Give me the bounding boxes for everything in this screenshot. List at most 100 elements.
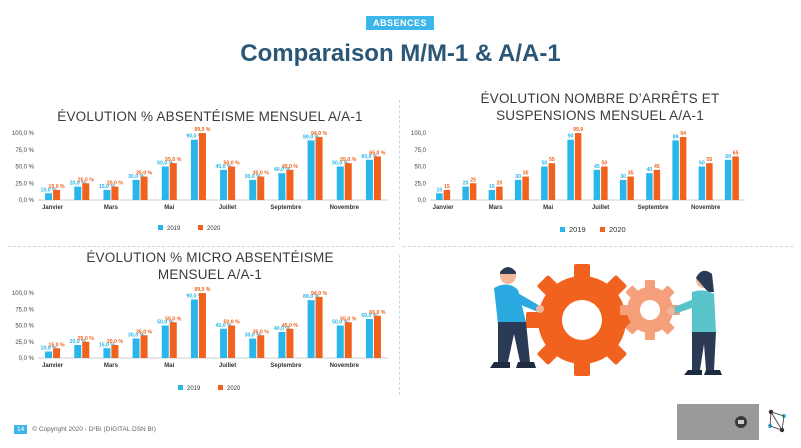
data-label: 99,9 %	[194, 287, 211, 293]
bar-2020-2	[469, 183, 477, 200]
bar-2020-9	[653, 169, 661, 200]
bar-2019-4	[132, 338, 140, 358]
bar-2019-11	[336, 166, 344, 200]
data-label: 15	[489, 184, 495, 190]
bar-2020-11	[344, 322, 352, 358]
video-thumbnail[interactable]	[677, 404, 759, 440]
bar-2020-5	[169, 163, 177, 200]
y-tick-label: 0,0	[418, 198, 427, 204]
y-tick-label: 100,0 %	[12, 291, 35, 297]
data-label: 90	[568, 134, 574, 140]
bar-2019-11	[698, 166, 706, 200]
divider-horizontal	[403, 246, 793, 247]
bar-2019-2	[74, 186, 82, 200]
page-title: Comparaison M/M-1 & A/A-1	[240, 40, 561, 67]
y-tick-label: 50,0	[414, 165, 426, 171]
legend-label: 2020	[207, 226, 221, 232]
data-label: 89,0 %	[303, 134, 320, 140]
footer: 14 © Copyright 2020 - D²BI (DIGITAL DSN …	[14, 425, 156, 434]
data-label: 35,0 %	[253, 171, 270, 177]
bar-2019-9	[278, 173, 286, 200]
data-label: 99,9 %	[194, 127, 211, 133]
y-tick-label: 100,0	[411, 131, 427, 137]
data-label: 90,0 %	[186, 294, 203, 300]
data-label: 45,0 %	[216, 164, 233, 170]
legend-swatch	[198, 225, 203, 230]
bar-2020-8	[627, 176, 634, 200]
data-label: 20,0 %	[107, 339, 124, 345]
bar-2019-2	[74, 345, 82, 358]
bar-2020-5	[548, 163, 556, 200]
bar-2020-4	[140, 176, 148, 200]
bar-2019-8	[249, 179, 257, 200]
x-tick-label: Janvier	[433, 205, 455, 211]
bar-chart-micro-absenteeism: 0,0 %25,0 %50,0 %75,0 %100,0 %10,0 %15,0…	[12, 287, 388, 392]
bar-2019-10	[307, 300, 315, 358]
y-tick-label: 0,0 %	[19, 198, 35, 204]
data-label: 94,0 %	[311, 291, 328, 297]
data-label: 45	[594, 164, 600, 170]
bar-2020-2	[82, 341, 90, 358]
y-tick-label: 50,0 %	[15, 324, 34, 330]
bar-2020-10	[679, 137, 687, 200]
bar-2020-4	[522, 176, 529, 200]
data-label: 45	[654, 164, 660, 170]
x-tick-label: Septembre	[638, 205, 670, 211]
bar-2019-5	[161, 166, 169, 200]
chart-title-line: SUSPENSIONS MENSUEL A/A-1	[496, 108, 704, 123]
legend-label: 2020	[227, 386, 241, 392]
data-label: 30,0 %	[245, 333, 262, 339]
x-tick-label: Novembre	[691, 205, 721, 211]
divider-vertical	[399, 255, 400, 395]
bar-2020-6	[574, 133, 582, 200]
bar-2019-12	[365, 159, 373, 200]
chart-title-absenteeism: ÉVOLUTION % ABSENTÉISME MENSUEL A/A-1	[20, 108, 400, 125]
data-label: 94,0 %	[311, 131, 328, 137]
data-label: 50,0 %	[157, 320, 174, 326]
data-label: 60,0 %	[361, 313, 378, 319]
data-label: 60,0 %	[361, 154, 378, 160]
x-tick-label: Mars	[489, 205, 504, 211]
data-label: 55,0 %	[340, 157, 357, 163]
bar-2020-6	[198, 133, 206, 200]
data-label: 15,0 %	[99, 184, 116, 190]
bar-2019-9	[646, 173, 653, 200]
data-label: 15,0 %	[49, 184, 66, 190]
x-tick-label: Septembre	[270, 205, 302, 211]
y-tick-label: 50,0 %	[15, 165, 34, 171]
play-icon[interactable]	[735, 416, 747, 428]
bar-2019-7	[593, 169, 601, 200]
people-turning-gears-icon	[490, 264, 722, 376]
legend-swatch	[158, 225, 163, 230]
x-tick-label: Mai	[164, 363, 174, 369]
bar-2019-6	[190, 139, 198, 200]
legend-label: 2020	[609, 225, 626, 234]
y-tick-label: 75,0	[414, 148, 426, 154]
y-tick-label: 25,0	[414, 181, 426, 187]
data-label: 50	[699, 161, 705, 167]
bar-2019-3	[103, 348, 111, 358]
data-label: 40,0 %	[274, 167, 291, 173]
x-tick-label: Mars	[104, 363, 119, 369]
data-label: 30,0 %	[128, 174, 145, 180]
x-tick-label: Septembre	[270, 363, 302, 369]
bar-2019-9	[278, 332, 286, 358]
bar-2020-10	[315, 137, 323, 200]
data-label: 60	[725, 154, 731, 160]
data-label: 35,0 %	[136, 171, 153, 177]
data-label: 45,0 %	[216, 323, 233, 329]
data-label: 50	[601, 161, 607, 167]
data-label: 50,0 %	[332, 320, 349, 326]
bar-2019-11	[336, 325, 344, 358]
copyright-text: © Copyright 2020 - D²BI (DIGITAL DSN BI)	[32, 426, 156, 433]
bar-2020-3	[496, 186, 503, 200]
data-label: 65,0 %	[369, 310, 386, 316]
divider-horizontal	[8, 246, 394, 247]
data-label: 25,0 %	[78, 177, 95, 183]
bar-2020-10	[315, 296, 323, 358]
data-label: 50,0 %	[224, 161, 241, 167]
page-number: 14	[14, 425, 28, 434]
data-label: 45,0 %	[282, 323, 299, 329]
data-label: 50,0 %	[332, 161, 349, 167]
x-tick-label: Janvier	[42, 363, 64, 369]
